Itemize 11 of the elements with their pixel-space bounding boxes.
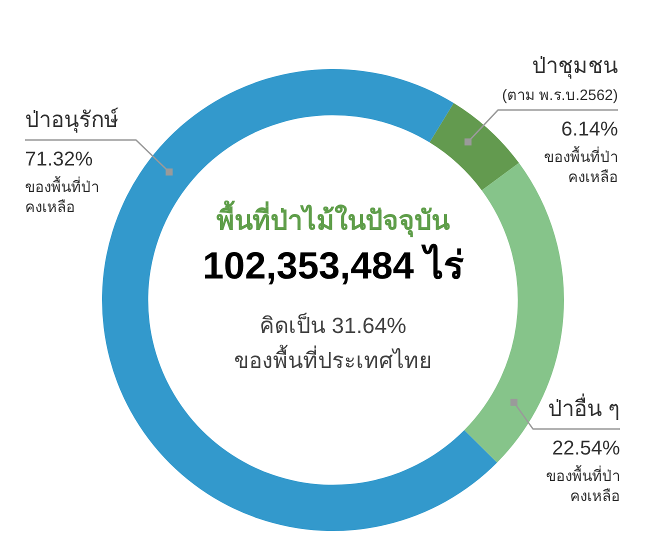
- slice-label: ป่าอื่น ๆ: [548, 393, 620, 422]
- data-label: 22.54%: [552, 438, 620, 460]
- text: คิดเป็น 31.64%: [260, 311, 406, 338]
- slice-label: ป่าชุมชน: [532, 52, 618, 79]
- text: ของพื้นที่ประเทศไทย: [234, 345, 432, 374]
- text: (ตาม พ.ร.บ.2562): [502, 87, 618, 104]
- data-label: 6.14%: [561, 118, 618, 141]
- data-label: 71.32%: [25, 148, 94, 171]
- text: พื้นที่ป่าไม้ในปัจจุบัน: [216, 199, 450, 238]
- slice-label: ป่าอนุรักษ์: [25, 107, 119, 134]
- text: 102,353,484 ไร่: [202, 243, 464, 288]
